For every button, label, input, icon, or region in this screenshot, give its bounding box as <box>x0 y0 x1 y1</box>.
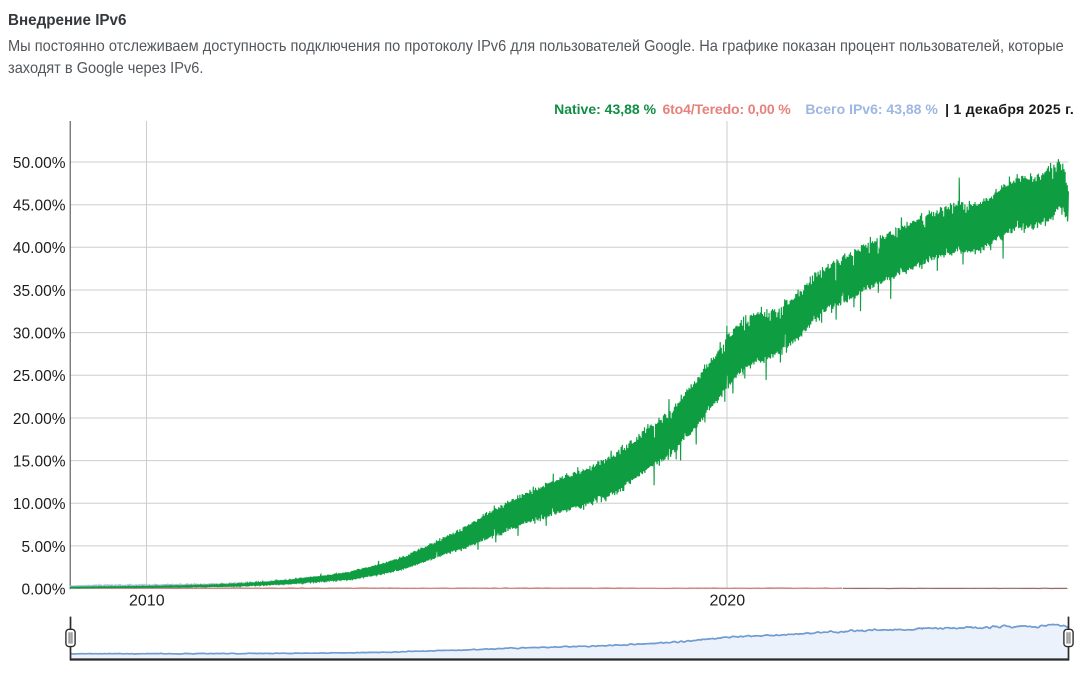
svg-text:40.00%: 40.00% <box>13 240 66 257</box>
svg-text:15.00%: 15.00% <box>13 454 66 471</box>
svg-text:10.00%: 10.00% <box>13 496 66 513</box>
svg-text:25.00%: 25.00% <box>13 368 66 385</box>
svg-text:5.00%: 5.00% <box>22 539 66 556</box>
svg-text:0.00%: 0.00% <box>22 582 66 599</box>
svg-text:2010: 2010 <box>129 593 165 610</box>
svg-text:45.00%: 45.00% <box>13 198 66 215</box>
svg-text:30.00%: 30.00% <box>13 326 66 343</box>
svg-text:20.00%: 20.00% <box>13 411 66 428</box>
svg-text:2020: 2020 <box>710 593 746 610</box>
svg-text:35.00%: 35.00% <box>13 283 66 300</box>
svg-text:50.00%: 50.00% <box>13 155 66 172</box>
